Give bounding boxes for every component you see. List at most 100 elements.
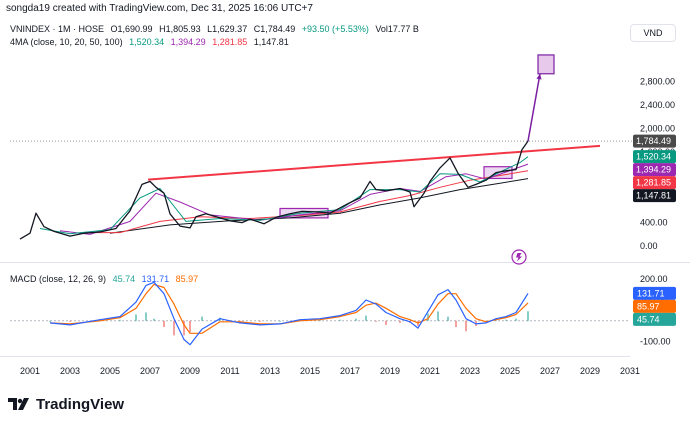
macd-histogram-bar bbox=[259, 320, 261, 322]
ohlc-close: C1,784.49 bbox=[253, 24, 296, 34]
macd-label: MACD (close, 12, 26, 9) bbox=[10, 274, 107, 284]
time-axis-label: 2029 bbox=[580, 366, 600, 376]
price-axis-label: 2,000.00 bbox=[640, 123, 675, 133]
time-axis-label: 2027 bbox=[540, 366, 560, 376]
macd-legend[interactable]: MACD (close, 12, 26, 9) 45.74 131.71 85.… bbox=[10, 274, 202, 284]
macd-histogram-bar bbox=[183, 320, 185, 336]
macd-line-value: 131.71 bbox=[141, 274, 170, 284]
macd-histogram-bar bbox=[173, 320, 175, 336]
alert-icon[interactable] bbox=[511, 249, 527, 265]
price-badge-label: 1,394.29 bbox=[636, 165, 671, 175]
ohlc-change: +93.50 (+5.53%) bbox=[301, 24, 369, 34]
ma100-line bbox=[109, 178, 529, 234]
price-badge-bg bbox=[633, 150, 676, 164]
tradingview-logo-text: TradingView bbox=[36, 395, 125, 413]
tradingview-logo[interactable]: TradingView bbox=[8, 394, 124, 414]
macd-histogram-bar bbox=[153, 318, 155, 321]
macd-histogram-bar bbox=[465, 320, 467, 332]
price-axis-label: 2,800.00 bbox=[640, 76, 675, 86]
macd-badge-bg bbox=[633, 299, 676, 313]
macd-badge-bg bbox=[633, 312, 676, 326]
time-axis-label: 2003 bbox=[60, 366, 80, 376]
time-axis-label: 2001 bbox=[20, 366, 40, 376]
time-axis-label: 2019 bbox=[380, 366, 400, 376]
price-badge-label: 1,784.49 bbox=[636, 136, 671, 146]
time-axis-label: 2009 bbox=[180, 366, 200, 376]
time-axis-label: 2011 bbox=[220, 366, 239, 376]
time-axis-label: 2013 bbox=[260, 366, 280, 376]
macd-histogram-bar bbox=[375, 320, 377, 322]
time-axis-label: 2007 bbox=[140, 366, 160, 376]
macd-axis-label: 200.00 bbox=[640, 274, 668, 284]
resistance-trendline bbox=[147, 144, 601, 181]
projection-arrow bbox=[527, 73, 541, 142]
macd-histogram-bar bbox=[527, 311, 529, 321]
macd-histogram-bar bbox=[339, 319, 341, 321]
time-axis-label: 2015 bbox=[300, 366, 320, 376]
price-series bbox=[19, 140, 529, 240]
axis-badges: 1,784.49 1,520.34 1,394.29 1,281.85 1,147.81… bbox=[633, 134, 676, 326]
time-axis: 2001 2003 2005 2007 2009 2011 2013 2015 2017 2019… bbox=[20, 366, 640, 376]
ma-legend[interactable]: 4MA (close, 10, 20, 50, 100) 1,520.34 1,… bbox=[10, 37, 293, 47]
macd-badge-label: 45.74 bbox=[637, 314, 660, 324]
ohlc-low: L1,629.37 bbox=[207, 24, 248, 34]
macd-histogram-bar bbox=[515, 318, 517, 321]
macd-histogram-bar bbox=[279, 320, 281, 322]
macd-axis-label: -100.00 bbox=[640, 337, 671, 347]
target-box bbox=[537, 54, 555, 75]
ma-label: 4MA (close, 10, 20, 50, 100) bbox=[10, 37, 123, 47]
ma50-line bbox=[80, 170, 529, 234]
ma10-value: 1,520.34 bbox=[129, 37, 165, 47]
macd-histogram-bar bbox=[189, 320, 191, 333]
price-badge-bg bbox=[633, 176, 676, 190]
macd-histogram-bar bbox=[201, 316, 203, 321]
price-axis-label: 2,400.00 bbox=[640, 100, 675, 110]
macd-line bbox=[49, 281, 529, 346]
macd-badge-bg bbox=[633, 286, 676, 300]
time-axis-label: 2023 bbox=[460, 366, 480, 376]
ma20-line bbox=[59, 163, 529, 235]
ma10-line bbox=[39, 156, 529, 235]
ma50-value: 1,281.85 bbox=[212, 37, 248, 47]
macd-histogram-bar bbox=[355, 318, 357, 321]
price-badge-bg bbox=[633, 163, 676, 177]
macd-histogram-bar bbox=[49, 320, 51, 322]
price-badge-bg bbox=[633, 134, 676, 148]
macd-series bbox=[10, 281, 630, 346]
ohlc-volume: Vol17.77 B bbox=[375, 24, 419, 34]
macd-histogram-bar bbox=[163, 320, 165, 328]
time-axis-label: 2031 bbox=[620, 366, 640, 376]
macd-histogram-bar bbox=[135, 314, 137, 321]
time-axis-label: 2005 bbox=[100, 366, 120, 376]
price-badge-label: 1,520.34 bbox=[636, 152, 671, 162]
macd-histogram-bar bbox=[365, 315, 367, 321]
annotations bbox=[10, 54, 632, 219]
ohlc-high: H1,805.93 bbox=[159, 24, 201, 34]
ohlc-open: O1,690.99 bbox=[110, 24, 153, 34]
macd-histogram-bar bbox=[119, 319, 121, 321]
price-axis-label: 400.00 bbox=[640, 218, 668, 228]
chart-credit: songda19 created with TradingView.com, D… bbox=[6, 3, 313, 14]
currency-button[interactable]: VND bbox=[630, 24, 676, 42]
price-badge-bg bbox=[633, 189, 676, 203]
macd-histogram-bar bbox=[447, 316, 449, 321]
macd-histogram-bar bbox=[437, 311, 439, 321]
time-axis-label: 2017 bbox=[340, 366, 360, 376]
price-line bbox=[19, 140, 529, 240]
macd-histogram-bar bbox=[399, 320, 401, 323]
symbol-legend[interactable]: VNINDEX · 1M · HOSE O1,690.99 H1,805.93 … bbox=[10, 24, 423, 34]
macd-histogram-bar bbox=[427, 313, 429, 321]
time-axis-label: 2025 bbox=[500, 366, 520, 376]
macd-histogram-bar bbox=[385, 320, 387, 325]
price-badge-label: 1,147.81 bbox=[636, 191, 671, 201]
macd-signal-line bbox=[49, 283, 529, 334]
macd-histogram-bar bbox=[145, 312, 147, 321]
ma20-value: 1,394.29 bbox=[170, 37, 206, 47]
macd-signal-value: 85.97 bbox=[175, 274, 199, 284]
macd-badge-label: 131.71 bbox=[637, 288, 665, 298]
macd-histogram-bar bbox=[505, 319, 507, 321]
macd-histogram-bar bbox=[69, 320, 71, 322]
projection-arrowhead bbox=[536, 73, 542, 80]
price-axis-label: 0.00 bbox=[640, 241, 658, 251]
